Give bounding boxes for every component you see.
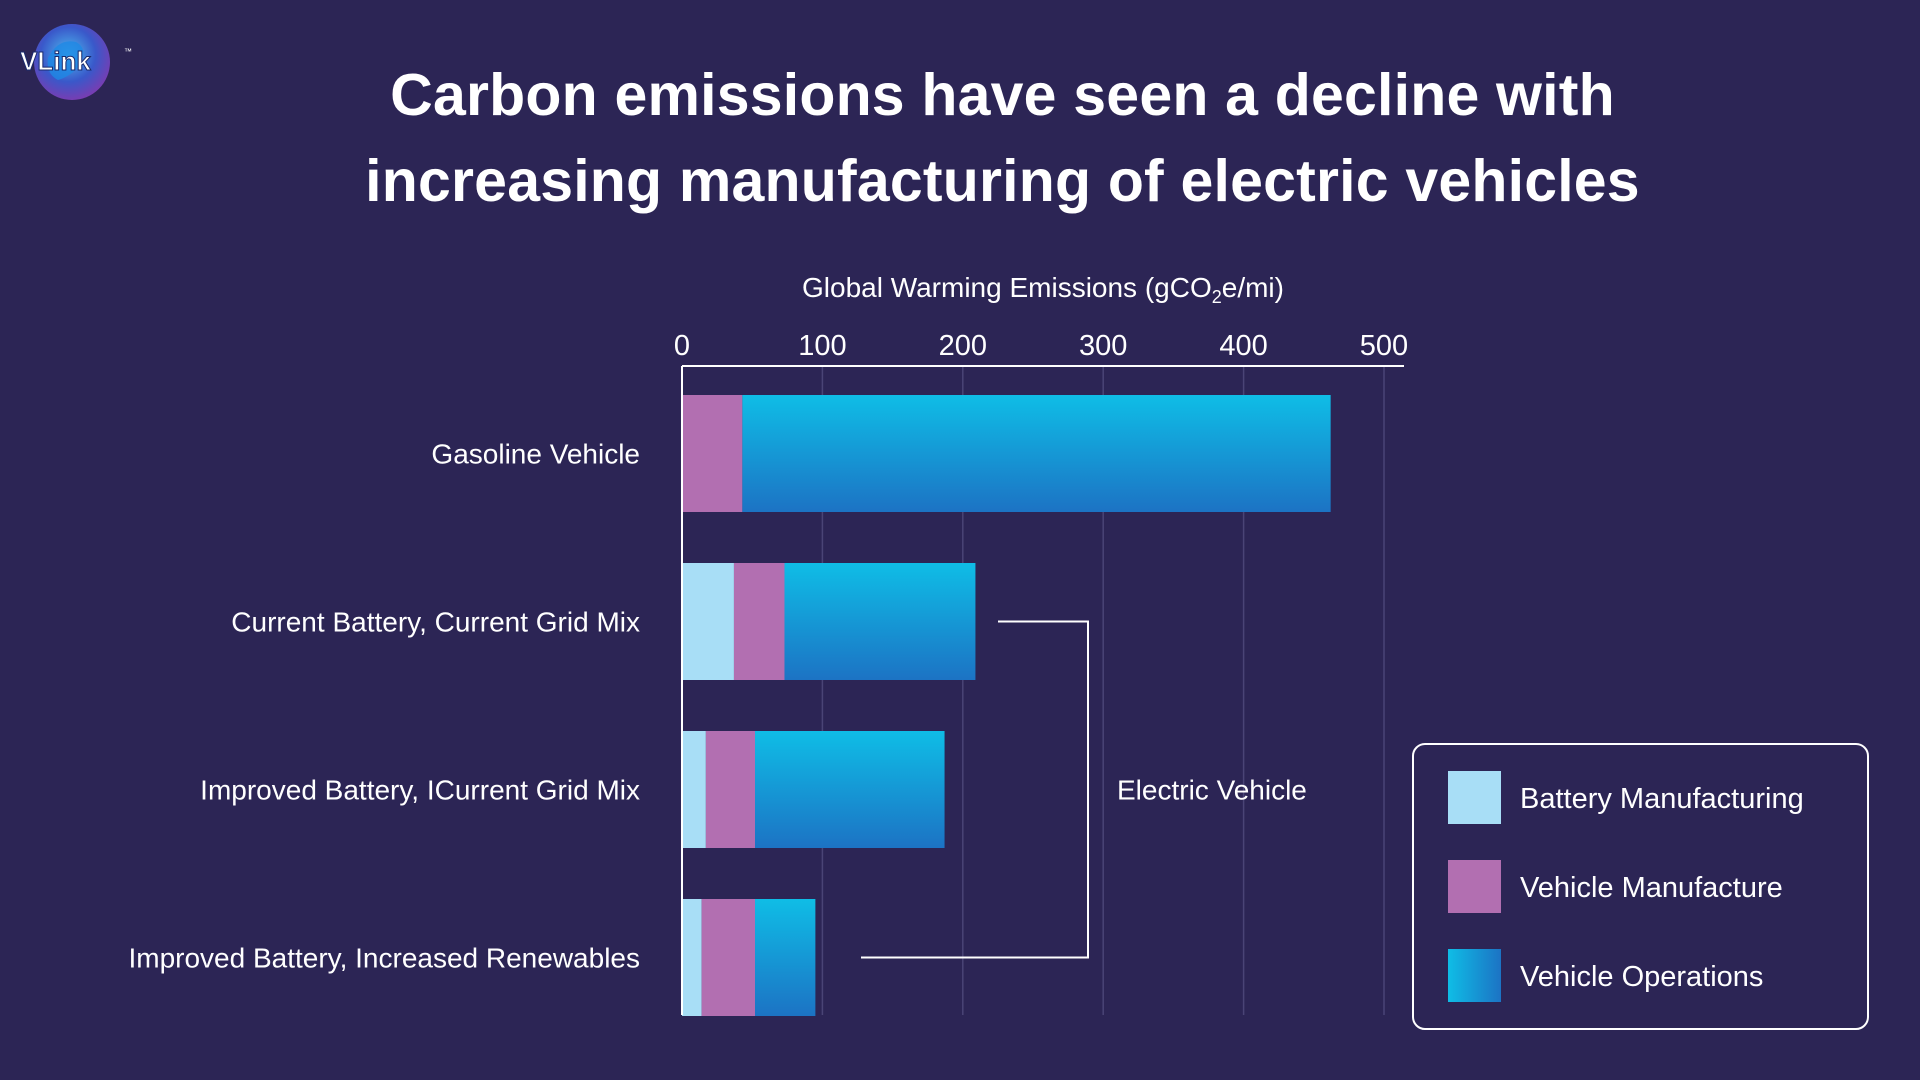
category-label-improved-battery-increased-renewables: Improved Battery, Increased Renewables [128, 943, 640, 974]
x-axis-title-main: Global Warming Emissions (gCO [802, 272, 1212, 303]
category-label-improved-battery-icurrent-grid-mix: Improved Battery, ICurrent Grid Mix [200, 775, 640, 806]
category-labels: Gasoline Vehicle Current Battery, Current… [128, 439, 640, 974]
legend-label-vehicle-operations: Vehicle Operations [1520, 961, 1763, 993]
bar-current-battery-current-grid-mix-vehicle-manufacture [733, 563, 785, 680]
logo-text: VLink [20, 46, 91, 76]
x-axis-title: Global Warming Emissions (gCO2e/mi) [802, 272, 1284, 307]
legend-box [1412, 743, 1869, 1030]
bars [682, 395, 1331, 1016]
bar-improved-battery-increased-renewables-vehicle-manufacture [701, 899, 756, 1016]
bar-improved-battery-icurrent-grid-mix-battery-manufacturing [682, 731, 706, 848]
legend-label-battery-manufacturing: Battery Manufacturing [1520, 783, 1804, 815]
page-title-line-2: increasing manufacturing of electric veh… [365, 148, 1640, 214]
x-tick-label-0: 0 [674, 330, 690, 362]
vlink-logo: VLink ™ [20, 24, 132, 100]
x-tick-label-500: 500 [1360, 330, 1408, 362]
bar-gasoline-vehicle-vehicle-operations [742, 395, 1331, 512]
bar-current-battery-current-grid-mix-battery-manufacturing [682, 563, 734, 680]
x-tick-label-300: 300 [1079, 330, 1127, 362]
bar-improved-battery-increased-renewables-vehicle-operations [755, 899, 816, 1016]
annotation-label: Electric Vehicle [1117, 775, 1307, 806]
category-label-gasoline-vehicle: Gasoline Vehicle [431, 439, 640, 470]
logo-trademark: ™ [124, 47, 132, 56]
x-axis: 0 100 200 300 400 500 [674, 330, 1408, 1015]
x-axis-title-subscript: 2 [1212, 287, 1222, 307]
legend-swatch-vehicle-operations [1448, 949, 1501, 1002]
x-tick-label-100: 100 [798, 330, 846, 362]
bar-improved-battery-increased-renewables-battery-manufacturing [682, 899, 702, 1016]
x-axis-title-unit: e/mi) [1222, 272, 1284, 303]
globe-continent-shape [47, 41, 84, 80]
legend-swatch-battery-manufacturing [1448, 771, 1501, 824]
legend: Battery Manufacturing Vehicle Manufacture… [1412, 743, 1869, 1030]
x-tick-label-200: 200 [939, 330, 987, 362]
x-tick-label-400: 400 [1219, 330, 1267, 362]
bar-improved-battery-icurrent-grid-mix-vehicle-operations [755, 731, 945, 848]
annotation-bracket [861, 620, 1089, 959]
page-title-line-1: Carbon emissions have seen a decline wit… [390, 62, 1615, 128]
legend-swatch-vehicle-manufacture [1448, 860, 1501, 913]
category-label-current-battery-current-grid-mix: Current Battery, Current Grid Mix [231, 607, 640, 638]
bar-current-battery-current-grid-mix-vehicle-operations [784, 563, 976, 680]
page-title: Carbon emissions have seen a decline wit… [0, 52, 1920, 224]
bar-improved-battery-icurrent-grid-mix-vehicle-manufacture [705, 731, 756, 848]
legend-label-vehicle-manufacture: Vehicle Manufacture [1520, 872, 1783, 904]
electric-vehicle-annotation: Electric Vehicle [861, 620, 1307, 959]
bar-gasoline-vehicle-vehicle-manufacture [682, 395, 743, 512]
